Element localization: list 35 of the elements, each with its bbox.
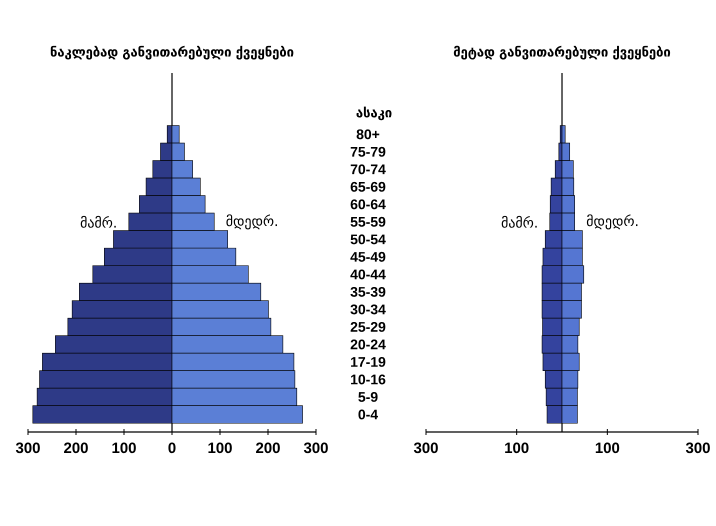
chart-title: ნაკლებად განვითარებული ქვეყნები <box>50 46 294 60</box>
x-tick-label: 300 <box>16 442 40 454</box>
y-tick-label: 25-29 <box>350 322 386 332</box>
y-tick-label: 60-64 <box>350 199 386 210</box>
x-tick-label: 100 <box>505 442 529 454</box>
y-tick-label: 5-9 <box>358 392 378 402</box>
x-tick-label: 100 <box>208 442 232 454</box>
y-tick-label: 55-59 <box>350 216 386 227</box>
chart-title: მეტად განვითარებული ქვეყნები <box>454 46 670 60</box>
x-tick-label: 0 <box>168 442 176 454</box>
y-tick-label: 45-49 <box>350 252 386 262</box>
series-label: მდედრ. <box>586 214 638 230</box>
y-axis-title: ასაკი <box>356 106 392 120</box>
series-label: მამრ. <box>80 216 116 228</box>
x-tick-label: 300 <box>686 442 710 454</box>
x-tick-label: 200 <box>256 442 280 454</box>
y-tick-label: 0-4 <box>358 410 378 420</box>
x-tick-label: 300 <box>414 442 438 454</box>
x-tick-label: 300 <box>304 442 328 454</box>
x-tick-label: 100 <box>112 442 136 454</box>
y-tick-label: 17-19 <box>351 357 386 367</box>
y-tick-label: 10-16 <box>351 374 386 384</box>
y-tick-label: 20-24 <box>350 339 386 350</box>
x-tick-label: 200 <box>64 442 88 454</box>
series-label: მამრ. <box>502 216 537 228</box>
y-tick-label: 40-44 <box>350 269 386 280</box>
y-tick-label: 65-69 <box>350 182 386 192</box>
y-tick-label: 70-74 <box>350 164 386 174</box>
series-label: მდედრ. <box>226 214 277 230</box>
y-tick-label: 35-39 <box>350 286 386 297</box>
y-tick-label: 75-79 <box>350 146 386 157</box>
x-tick-label: 100 <box>596 442 620 454</box>
y-tick-label: 30-34 <box>350 304 386 314</box>
y-tick-label: 50-54 <box>350 234 386 244</box>
y-tick-label: 80+ <box>356 129 380 140</box>
